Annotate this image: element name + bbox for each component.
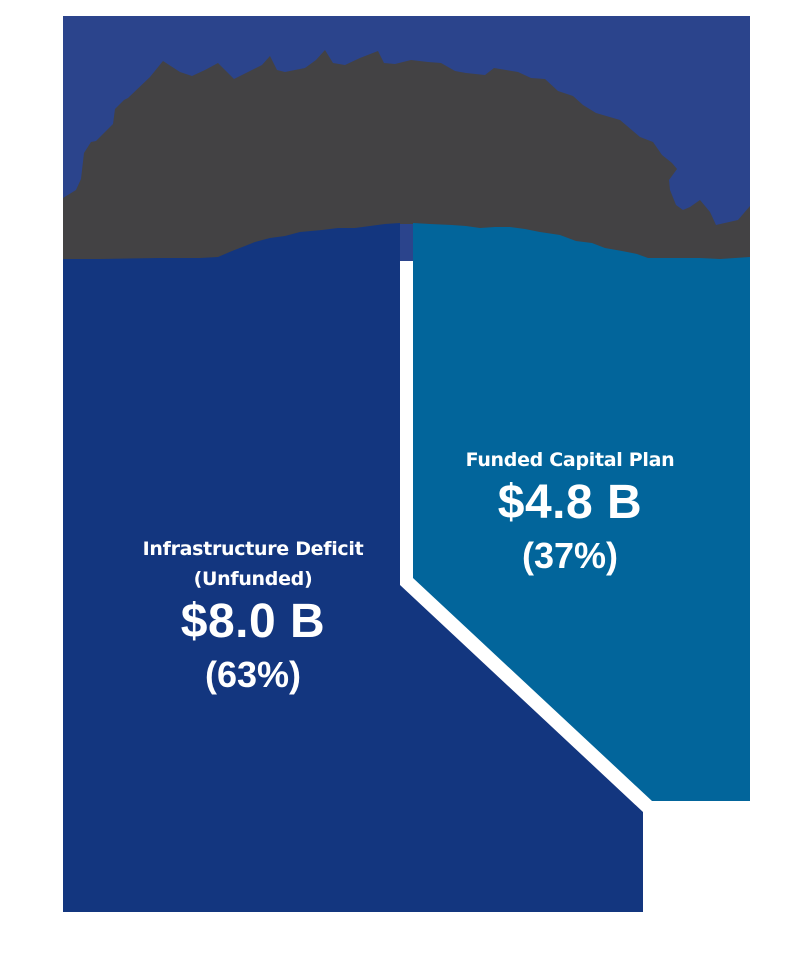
label-funded: Funded Capital Plan $4.8 B (37%) — [420, 445, 720, 581]
deficit-percent: (63%) — [204, 654, 302, 695]
label-deficit: Infrastructure Deficit (Unfunded) $8.0 B… — [103, 534, 403, 700]
header-blob — [63, 50, 750, 262]
funded-name: Funded Capital Plan — [465, 449, 675, 471]
segment-funded[interactable] — [413, 223, 750, 801]
segment-deficit[interactable] — [63, 223, 643, 912]
deficit-value: $8.0 B — [180, 595, 326, 648]
deficit-name-line2: (Unfunded) — [193, 568, 313, 590]
funded-value: $4.8 B — [497, 476, 643, 529]
deficit-name-line1: Infrastructure Deficit — [142, 538, 364, 560]
funded-percent: (37%) — [521, 535, 619, 576]
